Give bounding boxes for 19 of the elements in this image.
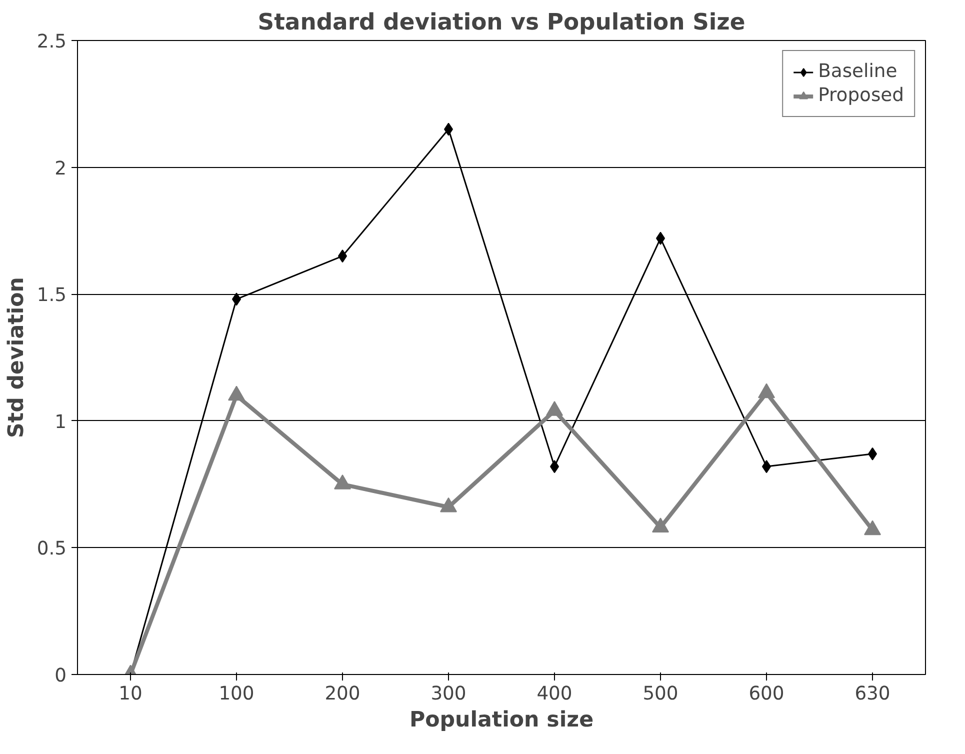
- x-tick-label: 600: [748, 684, 784, 704]
- y-tick-label: 1.5: [36, 285, 66, 306]
- x-tick-label: 630: [854, 684, 890, 704]
- y-tick-label: 1: [54, 412, 67, 433]
- x-tick-label: 500: [642, 684, 678, 704]
- x-tick-label: 200: [324, 684, 360, 704]
- y-axis-title: Std deviation: [4, 277, 29, 438]
- x-tick-label: 100: [218, 684, 254, 704]
- legend-label: Proposed: [818, 85, 904, 106]
- x-tick-label: 400: [536, 684, 572, 704]
- chart-title: Standard deviation vs Population Size: [258, 10, 746, 36]
- x-tick-label: 10: [118, 684, 142, 704]
- y-tick-label: 0.5: [36, 538, 66, 560]
- legend-label: Baseline: [818, 61, 898, 82]
- x-tick-label: 300: [430, 684, 466, 704]
- y-tick-label: 0: [54, 666, 67, 686]
- x-axis-title: Population size: [409, 708, 594, 732]
- y-tick-label: 2.5: [36, 32, 66, 52]
- y-tick-label: 2: [54, 158, 67, 180]
